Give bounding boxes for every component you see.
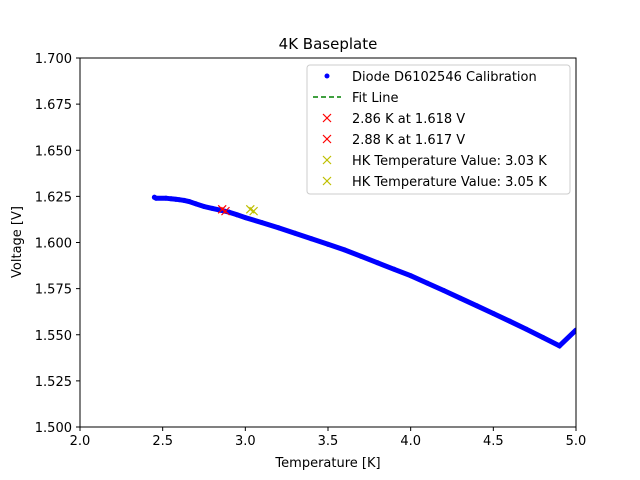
- x-marker-point: [221, 206, 230, 216]
- calibration-point: [153, 195, 159, 201]
- x-marker-point-stroke-b: [245, 204, 255, 214]
- calibration-point: [308, 236, 314, 242]
- legend-x-marker-stroke-b: [322, 176, 332, 186]
- legend-x-marker: [322, 134, 332, 144]
- x-marker-point-stroke-b: [217, 204, 227, 214]
- y-axis: 1.500 1.525 1.550 1.575 1.600 1.625 1.650 1.675…: [35, 52, 80, 436]
- y-tick-label: 1.600: [35, 237, 72, 252]
- legend-entry-label: 2.88 K at 1.617 V: [352, 133, 465, 148]
- y-axis-label: Voltage [V]: [10, 206, 25, 278]
- plot-area: [151, 194, 576, 349]
- legend-x-marker-stroke-b: [322, 113, 332, 123]
- calibration-point: [325, 241, 331, 247]
- calibration-point: [507, 318, 513, 324]
- calibration-point: [186, 199, 192, 205]
- y-tick-label: 1.550: [35, 329, 72, 344]
- calibration-point: [424, 280, 430, 286]
- calibration-point: [292, 230, 298, 236]
- x-tick-label: 3.5: [318, 434, 339, 449]
- legend-x-marker-stroke-b: [322, 155, 332, 165]
- calibration-point: [201, 204, 207, 210]
- x-axis: 2.0 2.5 3.0 3.5 4.0 4.5 5.0: [70, 427, 587, 449]
- calibration-point: [457, 295, 463, 301]
- y-tick-label: 1.500: [35, 421, 72, 436]
- calibration-point: [181, 197, 187, 203]
- calibration-point: [163, 195, 169, 201]
- chart-title: 4K Baseplate: [279, 35, 378, 53]
- calibration-point: [168, 196, 174, 202]
- legend-dot-marker: [324, 73, 330, 79]
- calibration-point: [408, 273, 414, 279]
- calibration-point: [375, 260, 381, 266]
- y-tick-label: 1.675: [35, 98, 72, 113]
- y-tick-label: 1.525: [35, 375, 72, 390]
- legend: Diode D6102546 Calibration Fit Line 2.86 K…: [306, 64, 571, 195]
- calibration-point: [490, 311, 496, 317]
- legend-x-marker-stroke-b: [322, 134, 332, 144]
- calibration-point: [391, 266, 397, 272]
- y-tick-label: 1.650: [35, 144, 72, 159]
- calibration-point: [275, 225, 281, 231]
- calibration-point: [540, 335, 546, 341]
- calibration-point: [474, 303, 480, 309]
- legend-x-marker: [322, 155, 332, 165]
- calibration-point: [176, 197, 182, 203]
- x-tick-label: 4.0: [400, 434, 421, 449]
- legend-box: [306, 64, 571, 195]
- calibration-point: [193, 201, 199, 207]
- calibration-point: [358, 253, 364, 259]
- legend-entry-label: HK Temperature Value: 3.05 K: [352, 175, 547, 190]
- x-tick-label: 4.5: [483, 434, 504, 449]
- x-marker-point-stroke-b: [249, 206, 259, 216]
- legend-x-marker: [322, 176, 332, 186]
- x-tick-label: 5.0: [566, 434, 587, 449]
- calibration-point: [242, 215, 248, 221]
- y-tick-label: 1.625: [35, 190, 72, 205]
- legend-x-marker: [322, 113, 332, 123]
- x-axis-label: Temperature [K]: [274, 456, 380, 471]
- x-marker-point-stroke-b: [221, 206, 230, 216]
- y-tick-label: 1.700: [35, 52, 72, 67]
- calibration-point: [342, 247, 348, 253]
- y-tick-label: 1.575: [35, 283, 72, 298]
- legend-entry-label: HK Temperature Value: 3.03 K: [352, 154, 547, 169]
- calibration-point: [259, 220, 265, 226]
- calibration-point: [523, 326, 529, 332]
- calibration-point: [234, 212, 240, 218]
- legend-entry-label: Fit Line: [352, 91, 398, 106]
- legend-entry-label: Diode D6102546 Calibration: [352, 70, 537, 85]
- x-tick-label: 2.5: [152, 434, 173, 449]
- x-tick-label: 2.0: [70, 434, 91, 449]
- calibration-point: [441, 287, 447, 293]
- calibration-point: [556, 343, 562, 349]
- calibration-point: [209, 205, 215, 211]
- x-marker-point: [249, 206, 259, 216]
- x-tick-label: 3.0: [235, 434, 256, 449]
- legend-entry-label: 2.86 K at 1.618 V: [352, 112, 465, 127]
- plot-series-group: [151, 194, 576, 349]
